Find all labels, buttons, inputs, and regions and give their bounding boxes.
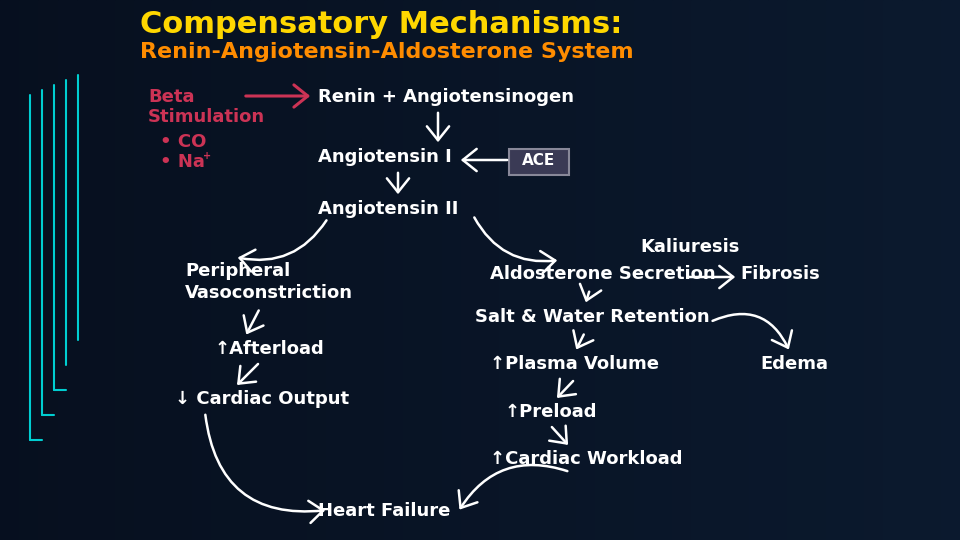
- Bar: [653, 0, 672, 540]
- Bar: [730, 0, 749, 540]
- Text: ↑Preload: ↑Preload: [505, 403, 597, 421]
- Bar: [173, 0, 192, 540]
- Text: ↑Plasma Volume: ↑Plasma Volume: [490, 355, 659, 373]
- Bar: [595, 0, 614, 540]
- Bar: [250, 0, 269, 540]
- Bar: [134, 0, 154, 540]
- Bar: [691, 0, 710, 540]
- Bar: [902, 0, 922, 540]
- Bar: [557, 0, 576, 540]
- Text: Beta: Beta: [148, 88, 195, 106]
- Bar: [384, 0, 403, 540]
- Bar: [269, 0, 288, 540]
- Bar: [288, 0, 307, 540]
- Text: ↓ Cardiac Output: ↓ Cardiac Output: [175, 390, 349, 408]
- Text: ↑Cardiac Workload: ↑Cardiac Workload: [490, 450, 683, 468]
- Bar: [883, 0, 902, 540]
- Text: Compensatory Mechanisms:: Compensatory Mechanisms:: [140, 10, 622, 39]
- Bar: [192, 0, 211, 540]
- Bar: [346, 0, 365, 540]
- Bar: [115, 0, 134, 540]
- Bar: [576, 0, 595, 540]
- Bar: [19, 0, 38, 540]
- Text: • CO: • CO: [160, 133, 206, 151]
- FancyBboxPatch shape: [509, 149, 569, 175]
- Bar: [154, 0, 173, 540]
- Text: Stimulation: Stimulation: [148, 108, 265, 126]
- Bar: [461, 0, 480, 540]
- Bar: [230, 0, 250, 540]
- Text: Renin-Angiotensin-Aldosterone System: Renin-Angiotensin-Aldosterone System: [140, 42, 634, 62]
- Bar: [864, 0, 883, 540]
- Text: Heart Failure: Heart Failure: [318, 502, 450, 520]
- Text: • Na: • Na: [160, 153, 204, 171]
- Bar: [77, 0, 96, 540]
- Bar: [58, 0, 77, 540]
- Bar: [614, 0, 634, 540]
- Bar: [826, 0, 845, 540]
- Bar: [326, 0, 346, 540]
- Bar: [403, 0, 422, 540]
- Text: Peripheral: Peripheral: [185, 262, 290, 280]
- Bar: [941, 0, 960, 540]
- Text: Salt & Water Retention: Salt & Water Retention: [475, 308, 709, 326]
- Text: ACE: ACE: [522, 153, 556, 168]
- Bar: [0, 0, 19, 540]
- Bar: [538, 0, 557, 540]
- Bar: [768, 0, 787, 540]
- Bar: [518, 0, 538, 540]
- Text: Angiotensin II: Angiotensin II: [318, 200, 458, 218]
- Text: Aldosterone Secretion: Aldosterone Secretion: [490, 265, 715, 283]
- Bar: [307, 0, 326, 540]
- Text: Renin + Angiotensinogen: Renin + Angiotensinogen: [318, 88, 574, 106]
- Bar: [672, 0, 691, 540]
- Text: Edema: Edema: [760, 355, 828, 373]
- Bar: [211, 0, 230, 540]
- Bar: [499, 0, 518, 540]
- Bar: [922, 0, 941, 540]
- Bar: [480, 0, 499, 540]
- Bar: [787, 0, 806, 540]
- Text: +: +: [203, 151, 211, 161]
- Text: Kaliuresis: Kaliuresis: [640, 238, 739, 256]
- Bar: [845, 0, 864, 540]
- Bar: [710, 0, 730, 540]
- Bar: [96, 0, 115, 540]
- Text: Angiotensin I: Angiotensin I: [318, 148, 452, 166]
- Text: ↑Afterload: ↑Afterload: [215, 340, 324, 358]
- Bar: [749, 0, 768, 540]
- Text: Fibrosis: Fibrosis: [740, 265, 820, 283]
- Bar: [806, 0, 826, 540]
- Bar: [38, 0, 58, 540]
- Bar: [422, 0, 442, 540]
- Bar: [442, 0, 461, 540]
- Bar: [634, 0, 653, 540]
- Bar: [365, 0, 384, 540]
- Text: Vasoconstriction: Vasoconstriction: [185, 284, 353, 302]
